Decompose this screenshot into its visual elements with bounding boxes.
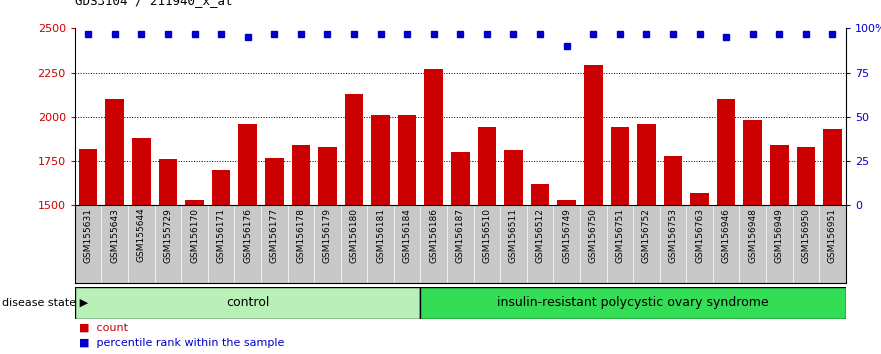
Bar: [451, 152, 470, 354]
Bar: [79, 149, 98, 354]
Text: GSM156170: GSM156170: [190, 208, 199, 263]
Bar: [420, 287, 846, 319]
Bar: [239, 124, 257, 354]
Bar: [265, 158, 284, 354]
Text: GSM155729: GSM155729: [163, 208, 173, 263]
Text: GSM156180: GSM156180: [350, 208, 359, 263]
Bar: [637, 124, 655, 354]
Bar: [292, 145, 310, 354]
Bar: [796, 147, 815, 354]
Bar: [558, 200, 576, 354]
Bar: [611, 127, 629, 354]
Text: GSM156753: GSM156753: [669, 208, 677, 263]
Bar: [75, 287, 420, 319]
Bar: [823, 129, 841, 354]
Bar: [584, 65, 603, 354]
Bar: [425, 69, 443, 354]
Text: GSM156184: GSM156184: [403, 208, 411, 263]
Bar: [106, 99, 124, 354]
Text: GSM156749: GSM156749: [562, 208, 571, 263]
Text: GSM156511: GSM156511: [509, 208, 518, 263]
Text: GSM156179: GSM156179: [323, 208, 332, 263]
Text: insulin-resistant polycystic ovary syndrome: insulin-resistant polycystic ovary syndr…: [497, 296, 769, 309]
Text: GSM156949: GSM156949: [774, 208, 784, 263]
Text: GSM156177: GSM156177: [270, 208, 278, 263]
Text: GSM155644: GSM155644: [137, 208, 146, 262]
Text: GSM156950: GSM156950: [802, 208, 811, 263]
Bar: [717, 99, 736, 354]
Bar: [132, 138, 151, 354]
Bar: [159, 159, 177, 354]
Text: GSM156512: GSM156512: [536, 208, 544, 263]
Bar: [371, 115, 390, 354]
Bar: [690, 193, 709, 354]
Bar: [318, 147, 337, 354]
Text: GSM156187: GSM156187: [455, 208, 465, 263]
Text: control: control: [226, 296, 270, 309]
Text: GDS3104 / 211940_x_at: GDS3104 / 211940_x_at: [75, 0, 233, 7]
Text: GSM156510: GSM156510: [483, 208, 492, 263]
Text: GSM155643: GSM155643: [110, 208, 119, 263]
Bar: [185, 200, 204, 354]
Text: GSM156948: GSM156948: [748, 208, 758, 263]
Text: ■  percentile rank within the sample: ■ percentile rank within the sample: [79, 338, 285, 348]
Text: GSM156951: GSM156951: [828, 208, 837, 263]
Text: GSM156751: GSM156751: [615, 208, 625, 263]
Text: GSM156181: GSM156181: [376, 208, 385, 263]
Bar: [530, 184, 550, 354]
Text: GSM156171: GSM156171: [217, 208, 226, 263]
Text: GSM156176: GSM156176: [243, 208, 252, 263]
Text: disease state ▶: disease state ▶: [2, 298, 88, 308]
Bar: [398, 115, 417, 354]
Text: GSM156763: GSM156763: [695, 208, 704, 263]
Text: GSM156946: GSM156946: [722, 208, 730, 263]
Text: ■  count: ■ count: [79, 322, 129, 332]
Bar: [663, 156, 682, 354]
Text: GSM156178: GSM156178: [296, 208, 306, 263]
Text: GSM156750: GSM156750: [589, 208, 597, 263]
Bar: [744, 120, 762, 354]
Bar: [504, 150, 522, 354]
Bar: [770, 145, 788, 354]
Bar: [478, 127, 496, 354]
Text: GSM156752: GSM156752: [642, 208, 651, 263]
Bar: [344, 94, 363, 354]
Bar: [211, 170, 231, 354]
Text: GSM156186: GSM156186: [429, 208, 438, 263]
Text: GSM155631: GSM155631: [84, 208, 93, 263]
